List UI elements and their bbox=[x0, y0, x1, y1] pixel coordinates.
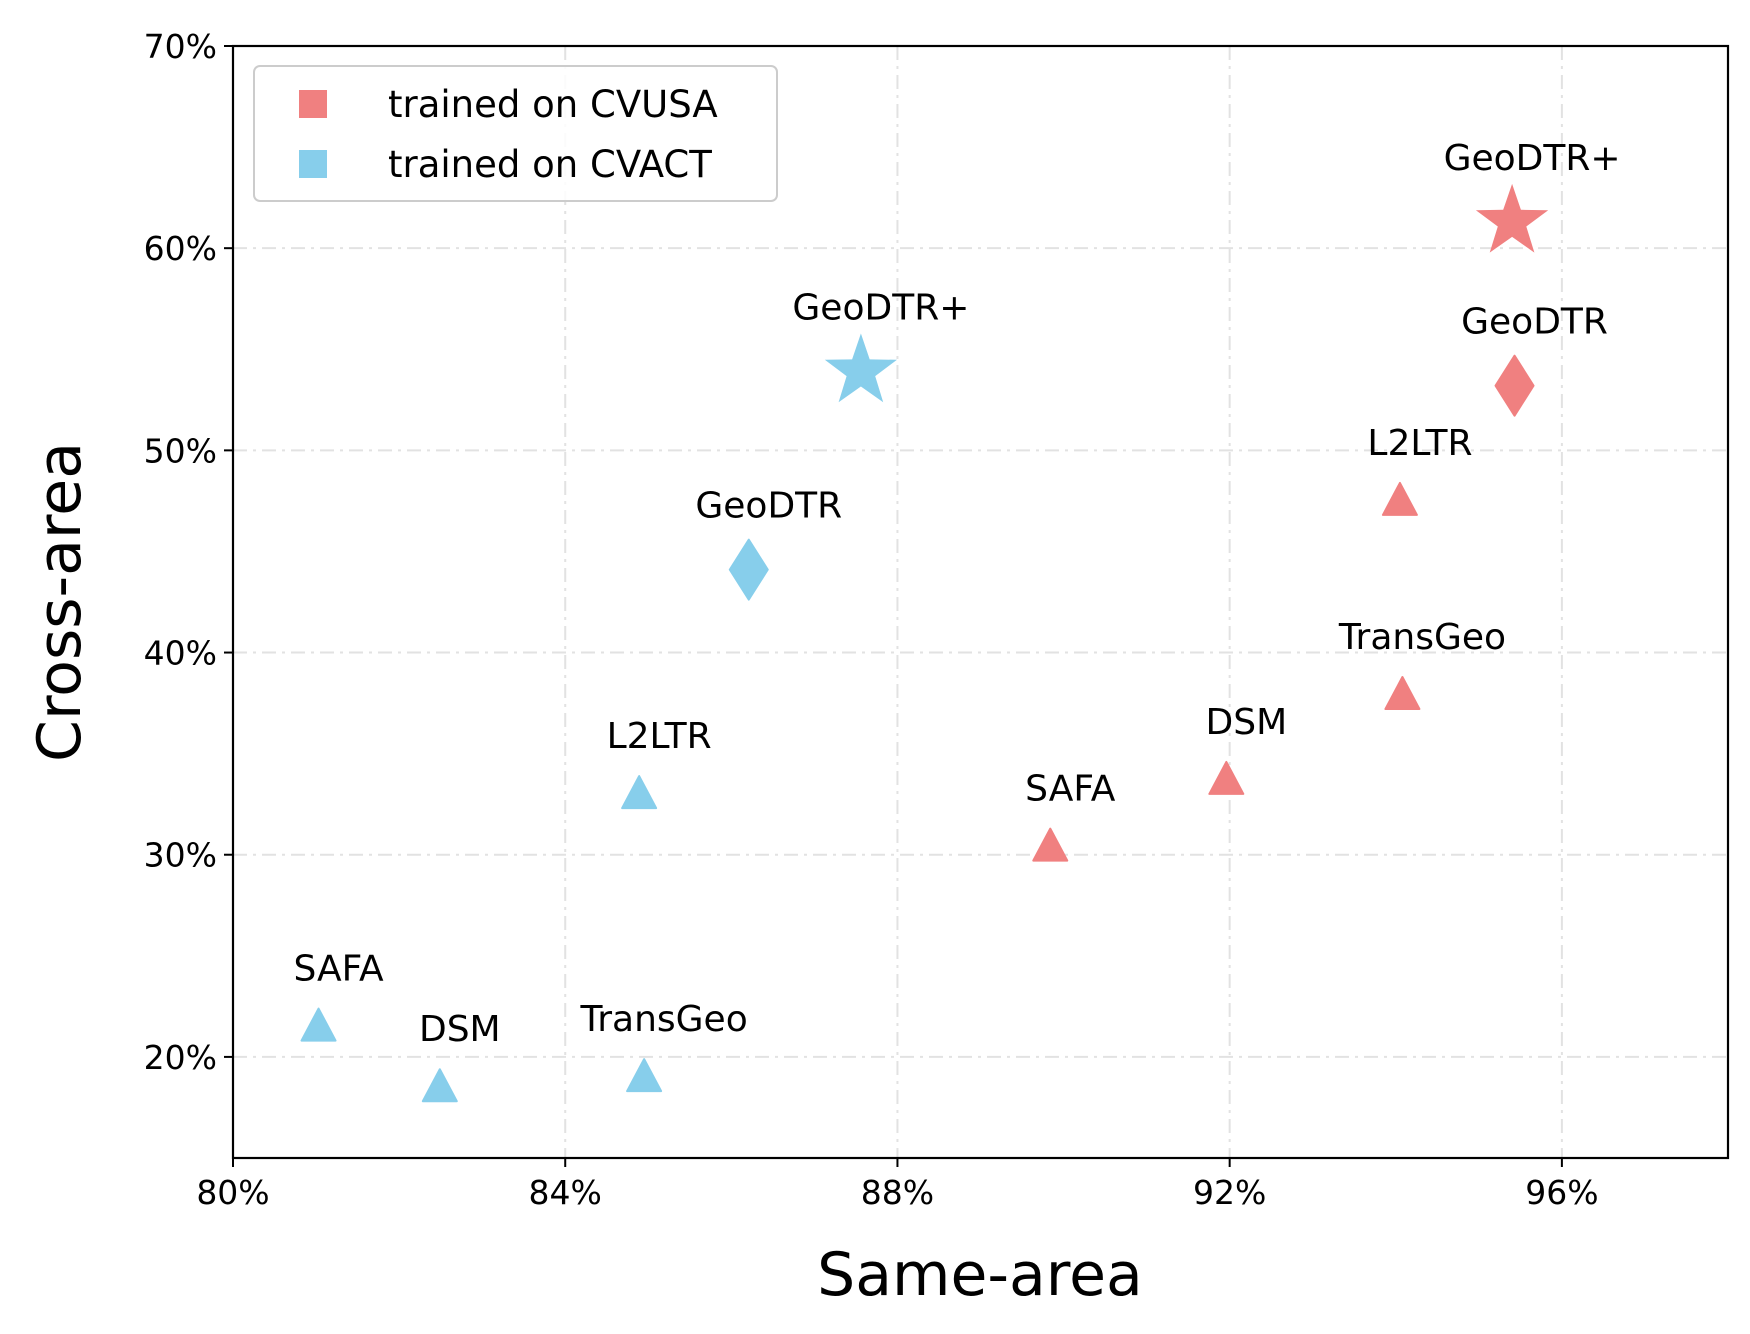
diamond-marker bbox=[1494, 354, 1535, 417]
point-label: TransGeo bbox=[1338, 617, 1506, 658]
triangle-marker bbox=[300, 1007, 337, 1042]
point-labels: SAFA DSM TransGeo L2LTR GeoDTR GeoDTR+ SAFA DSM… bbox=[293, 138, 1620, 1050]
diamond-marker bbox=[728, 538, 769, 601]
y-axis-title: Cross-area bbox=[25, 442, 95, 762]
triangle-marker bbox=[621, 775, 658, 810]
legend-label: trained on CVACT bbox=[388, 143, 712, 186]
legend-swatch bbox=[299, 90, 327, 118]
triangle-marker bbox=[1032, 827, 1069, 862]
x-tick-label: 92% bbox=[1193, 1173, 1266, 1212]
point-label: L2LTR bbox=[607, 716, 712, 757]
star-marker bbox=[824, 333, 897, 403]
y-tick-label: 60% bbox=[144, 229, 217, 268]
point-label: GeoDTR+ bbox=[792, 288, 969, 329]
point-label: GeoDTR bbox=[1461, 302, 1608, 343]
x-tick-label: 96% bbox=[1525, 1173, 1598, 1212]
legend-label: trained on CVUSA bbox=[388, 83, 718, 126]
y-tick-label: 30% bbox=[144, 836, 217, 875]
triangle-marker bbox=[1208, 760, 1245, 795]
point-label: GeoDTR+ bbox=[1444, 138, 1621, 179]
legend-box bbox=[253, 65, 778, 202]
x-tick-label: 88% bbox=[861, 1173, 934, 1212]
point-label: DSM bbox=[419, 1009, 501, 1050]
legend-swatch bbox=[299, 150, 327, 178]
legend: trained on CVUSA trained on CVACT bbox=[253, 65, 778, 202]
y-tick-label: 40% bbox=[144, 634, 217, 673]
triangle-marker bbox=[626, 1058, 663, 1093]
grid bbox=[233, 46, 1728, 1158]
point-label: L2LTR bbox=[1367, 423, 1472, 464]
y-tick-label: 20% bbox=[144, 1038, 217, 1077]
y-tick-label: 50% bbox=[144, 431, 217, 470]
x-tick-label: 80% bbox=[196, 1173, 269, 1212]
x-axis-title: Same-area bbox=[817, 1240, 1143, 1310]
point-label: DSM bbox=[1206, 702, 1288, 743]
point-label: GeoDTR bbox=[695, 486, 842, 527]
triangle-marker bbox=[421, 1068, 458, 1103]
x-tick-label: 84% bbox=[529, 1173, 602, 1212]
star-marker bbox=[1475, 183, 1549, 253]
point-label: TransGeo bbox=[580, 999, 748, 1040]
axis-ticks: 80% 84% 88% 92% 96% 20% 30% 40% 50% 60% 70% bbox=[144, 27, 1599, 1212]
triangle-marker bbox=[1381, 481, 1418, 516]
data-points bbox=[300, 183, 1549, 1103]
plot-frame bbox=[231, 44, 1730, 1160]
triangle-marker bbox=[1384, 676, 1421, 711]
point-label: SAFA bbox=[293, 949, 384, 990]
y-tick-label: 70% bbox=[144, 27, 217, 66]
point-label: SAFA bbox=[1025, 769, 1116, 810]
